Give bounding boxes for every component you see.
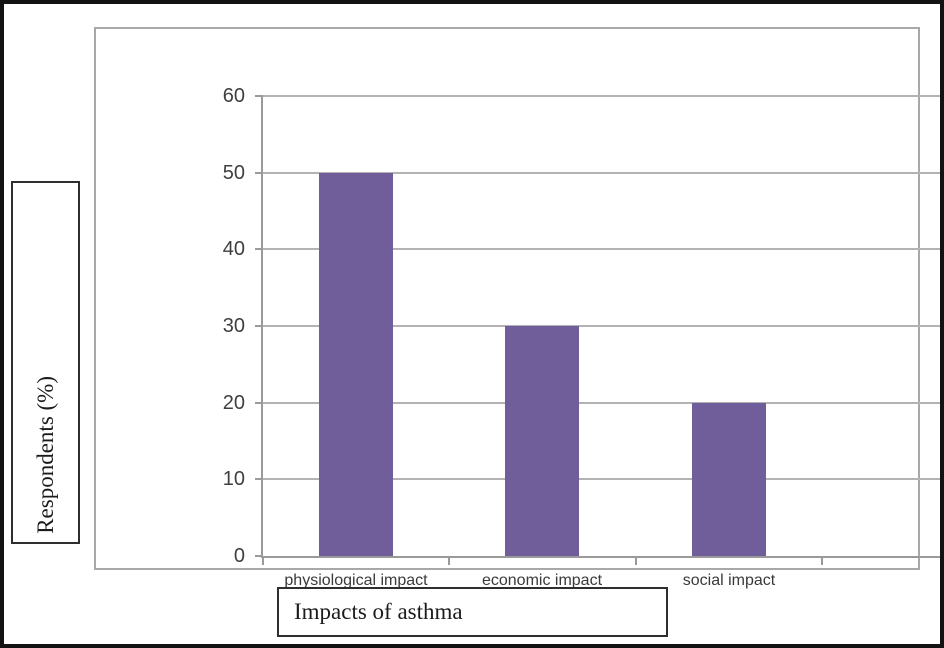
y-tick-60 [255,95,263,97]
y-tick-label-50: 50 [222,161,245,184]
plot-area: 0 10 20 30 40 50 60 physiological impact economi… [223,85,940,589]
y-tick-label-40: 40 [222,238,245,261]
y-axis-title-box: Respondents (%) [11,181,80,544]
x-category-label-3: social impact [682,572,776,589]
bar-physiological-impact [319,173,393,556]
y-tick-label-30: 30 [222,315,245,337]
x-tick-2 [635,556,637,565]
y-tick-10 [255,478,263,481]
bar-social-impact [692,403,766,556]
gridline-40 [263,248,940,251]
gridline-60 [263,95,940,97]
x-tick-1 [448,556,450,565]
gridline-50 [263,171,940,174]
gridline-10 [263,478,940,481]
x-axis-title: Impacts of asthma [294,599,463,624]
y-tick-label-60: 60 [222,85,245,107]
y-tick-label-0: 0 [233,545,245,567]
y-tick-label-10: 10 [222,468,245,491]
gridline-20 [263,401,940,404]
y-tick-20 [255,401,263,404]
x-tick-3 [821,556,823,565]
y-tick-50 [255,171,263,174]
gridline-30 [263,325,940,327]
bar-economic-impact [505,326,579,556]
x-axis-title-box: Impacts of asthma [277,587,668,637]
y-tick-30 [255,325,263,327]
x-tick-0 [262,556,264,565]
y-axis-title: Respondents (%) [32,376,58,534]
y-tick-40 [255,248,263,251]
y-tick-label-20: 20 [222,391,245,414]
x-category-label-2: economic impact [481,572,603,589]
y-tick-0 [255,555,263,557]
x-category-label-1: physiological impact [284,572,428,589]
chart-panel: 0 10 20 30 40 50 60 physiological impact economi… [94,27,940,589]
